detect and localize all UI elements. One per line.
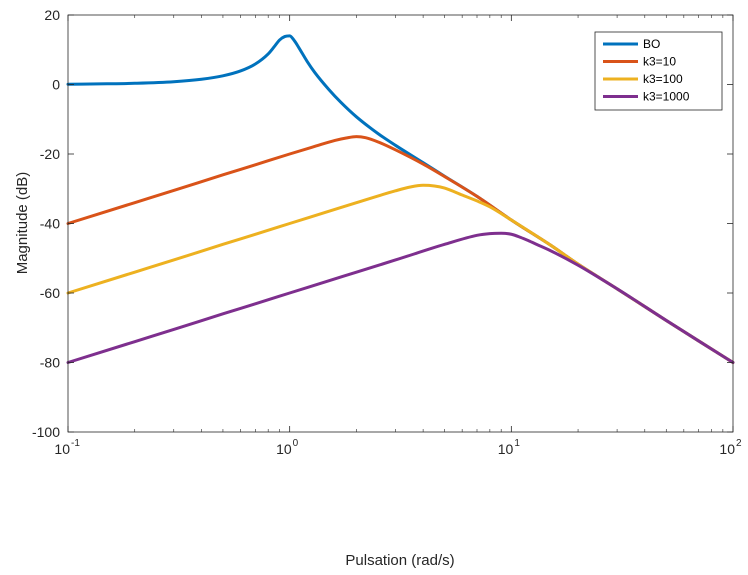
x-tick-label: 10 0 (276, 438, 299, 457)
y-tick-label: -60 (40, 285, 60, 301)
x-tick-label-base: 10 (54, 441, 70, 457)
x-tick-label-base: 10 (498, 441, 514, 457)
legend-label-1: BO (643, 37, 660, 51)
y-tick-label: -40 (40, 216, 60, 232)
series-line-4 (66, 231, 735, 364)
y-tick-label: -80 (40, 355, 60, 371)
x-axis-label: Pulsation (rad/s) (345, 552, 454, 569)
x-tick-label-exponent: 1 (514, 438, 520, 449)
y-tick-label: 0 (52, 77, 60, 93)
x-tick-label-exponent: 0 (293, 438, 299, 449)
legend: BO k3=10 k3=100 k3=1000 (594, 31, 723, 111)
series-lines (66, 34, 735, 364)
legend-label-2: k3=10 (643, 55, 676, 69)
x-tick-label: 10 -1 (54, 438, 80, 457)
x-tick-label: 10 1 (498, 438, 521, 457)
x-tick-label-exponent: -1 (71, 438, 80, 449)
y-tick-label: 20 (44, 7, 60, 23)
y-tick-label: -100 (32, 424, 60, 440)
legend-label-3: k3=100 (643, 72, 683, 86)
legend-label-4: k3=1000 (643, 90, 690, 104)
x-tick-label-base: 10 (276, 441, 292, 457)
y-tick-label: -20 (40, 146, 60, 162)
y-axis-label: Magnitude (dB) (14, 172, 31, 275)
x-tick-label-base: 10 (719, 441, 735, 457)
x-tick-label-exponent: 2 (736, 438, 742, 449)
x-tick-label: 10 2 (719, 438, 742, 457)
axis-ticks (67, 14, 734, 433)
